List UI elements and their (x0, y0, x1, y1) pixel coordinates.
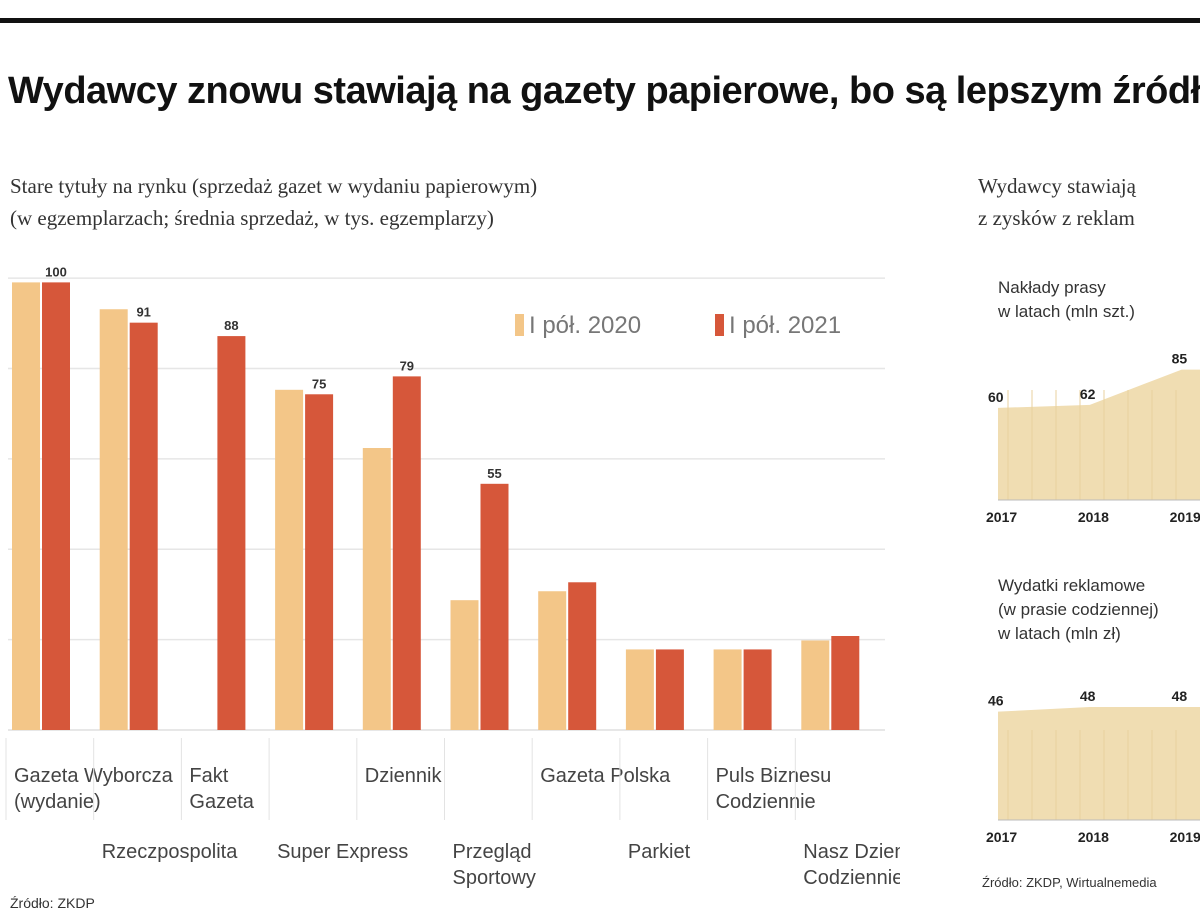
category-label: Super Express (277, 841, 408, 863)
data-label: 100 (45, 264, 67, 279)
bar-chart: I pół. 2020 I pół. 2021 100 91 88 75 79 55 Gazet… (5, 264, 900, 889)
bar (625, 649, 654, 730)
category-label-line: Sportowy (453, 867, 536, 889)
side-panel-subtitle: Wydawcy stawiają z zysków z reklam (978, 170, 1200, 234)
category-label: Fakt Gazeta (189, 765, 254, 813)
subtitle-line-2: (w egzemplarzach; średnia sprzedaż, w ty… (10, 206, 494, 230)
area-chart-1: 60 2017 62 2018 85 2019 (986, 351, 1200, 525)
side-source-note: Źródło: ZKDP, Wirtualnemedia (982, 875, 1157, 890)
side-subtitle-line-1: Wydawcy stawiają (978, 174, 1136, 198)
source-note: Źródło: ZKDP (10, 895, 95, 911)
category-label: Dziennik (365, 765, 443, 787)
category-label-line: Nasz Dziennik (803, 841, 900, 863)
mini-chart-1-title-line-1: Nakłady prasy (998, 278, 1106, 297)
category-label-line: Rzeczpospolita (102, 841, 239, 863)
subtitle-line-1: Stare tytuły na rynku (sprzedaż gazet w … (10, 174, 538, 198)
category-label: Nasz Dziennik Codziennie (803, 841, 900, 889)
legend-swatch (515, 314, 524, 336)
bar (480, 483, 509, 730)
bar (831, 636, 860, 730)
mini-chart-2-title-line-2: (w prasie codziennej) (998, 600, 1159, 619)
bar (538, 591, 567, 730)
bar (305, 394, 334, 730)
bar (129, 322, 158, 730)
category-label-line: Codziennie (803, 867, 900, 889)
category-label: Parkiet (628, 841, 691, 863)
bar (450, 600, 479, 730)
bar (568, 582, 597, 730)
category-label: Przegląd Sportowy (453, 841, 536, 889)
data-label: 55 (487, 466, 501, 481)
area-data-label: 48 (1172, 688, 1188, 704)
bar (713, 649, 742, 730)
bar (99, 309, 128, 730)
bar (275, 389, 304, 730)
mini-chart-2-title-line-1: Wydatki reklamowe (998, 576, 1146, 595)
legend-swatch (715, 314, 724, 336)
category-label-line: Gazeta (189, 791, 254, 813)
area-data-label: 60 (988, 389, 1004, 405)
area-x-label: 2018 (1078, 509, 1109, 525)
category-label-line: Dziennik (365, 765, 443, 787)
data-label: 79 (400, 358, 414, 373)
mini-chart-2-title-line-3: w latach (mln zł) (998, 624, 1121, 643)
bar (217, 336, 246, 730)
area-data-label: 62 (1080, 386, 1096, 402)
top-rule (0, 18, 1200, 23)
bars: 100 91 88 75 79 55 (12, 264, 860, 730)
bar (12, 282, 40, 730)
area-chart-2: 46 2017 48 2018 48 2019 (986, 688, 1200, 845)
category-label: Rzeczpospolita (102, 841, 239, 863)
bar (42, 282, 70, 730)
mini-chart-1-title-line-2: w latach (mln szt.) (998, 302, 1135, 321)
chart-subtitle: Stare tytuły na rynku (sprzedaż gazet w … (10, 170, 770, 234)
area-data-label: 46 (988, 693, 1004, 709)
legend: I pół. 2020 I pół. 2021 (515, 312, 841, 339)
area-x-label: 2019 (1170, 829, 1200, 845)
category-label-line: (wydanie) (14, 791, 101, 813)
side-subtitle-line-2: z zysków z reklam (978, 206, 1135, 230)
data-label: 91 (136, 305, 150, 320)
bar (362, 448, 391, 730)
category-label: Puls Biznesu Codziennie (716, 765, 832, 813)
data-label: 75 (312, 376, 326, 391)
area-x-label: 2018 (1078, 829, 1109, 845)
category-labels: Gazeta Wyborcza (wydanie)RzeczpospolitaFa… (5, 738, 900, 889)
mini-chart-1-title: Nakłady prasy w latach (mln szt.) (998, 276, 1200, 324)
category-label: Gazeta Polska (540, 765, 671, 787)
area-x-label: 2017 (986, 509, 1017, 525)
bar (801, 640, 830, 730)
legend-label: I pół. 2021 (729, 312, 841, 339)
category-label-line: Fakt (189, 765, 228, 787)
area-data-label: 85 (1172, 351, 1188, 367)
category-label-line: Puls Biznesu (716, 765, 832, 787)
legend-label: I pół. 2020 (529, 312, 641, 339)
area-x-label: 2019 (1170, 509, 1200, 525)
category-label-line: Super Express (277, 841, 408, 863)
area-x-label: 2017 (986, 829, 1017, 845)
area-data-label: 48 (1080, 688, 1096, 704)
bar (392, 376, 421, 730)
category-label-line: Parkiet (628, 841, 691, 863)
area-fill (998, 706, 1200, 820)
bar (743, 649, 772, 730)
category-label-line: Przegląd (453, 841, 532, 863)
data-label: 88 (224, 318, 238, 333)
category-label-line: Codziennie (716, 791, 816, 813)
area-fill (998, 369, 1200, 500)
page-title: Wydawcy znowu stawiają na gazety papiero… (8, 70, 1200, 112)
category-label-line: Gazeta Polska (540, 765, 671, 787)
mini-chart-2-title: Wydatki reklamowe (w prasie codziennej) … (998, 574, 1200, 646)
bar (655, 649, 684, 730)
